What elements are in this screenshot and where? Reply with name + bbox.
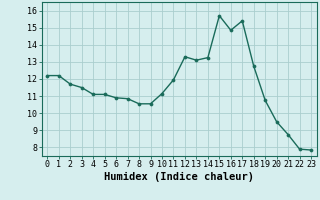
X-axis label: Humidex (Indice chaleur): Humidex (Indice chaleur) bbox=[104, 172, 254, 182]
